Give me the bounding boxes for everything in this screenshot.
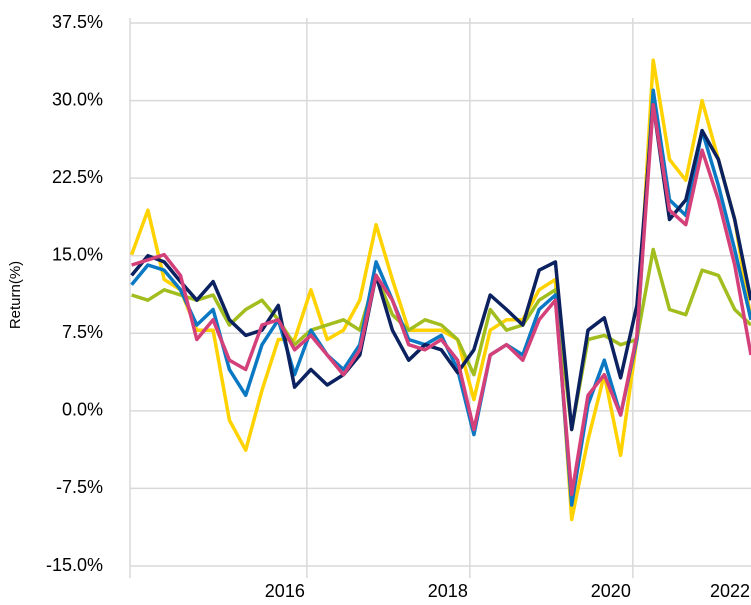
y-tick-label: 15.0% <box>52 244 103 264</box>
y-tick-label: -15.0% <box>46 555 103 575</box>
x-tick-label: 2020 <box>591 581 631 601</box>
y-tick-label: -7.5% <box>56 477 103 497</box>
series-line <box>131 102 751 497</box>
series-line <box>130 88 751 507</box>
y-tick-label: 22.5% <box>52 167 103 187</box>
x-tick-label: 2016 <box>265 581 305 601</box>
x-tick-label: 2018 <box>428 581 468 601</box>
y-axis-label: Return(%) <box>7 261 24 329</box>
series-line <box>131 247 751 432</box>
y-tick-label: 0.0% <box>62 400 103 420</box>
x-tick-label: 2022 <box>710 581 750 601</box>
y-tick-label: 7.5% <box>62 322 103 342</box>
y-tick-label: 37.5% <box>52 12 103 32</box>
y-tick-label: 30.0% <box>52 89 103 109</box>
